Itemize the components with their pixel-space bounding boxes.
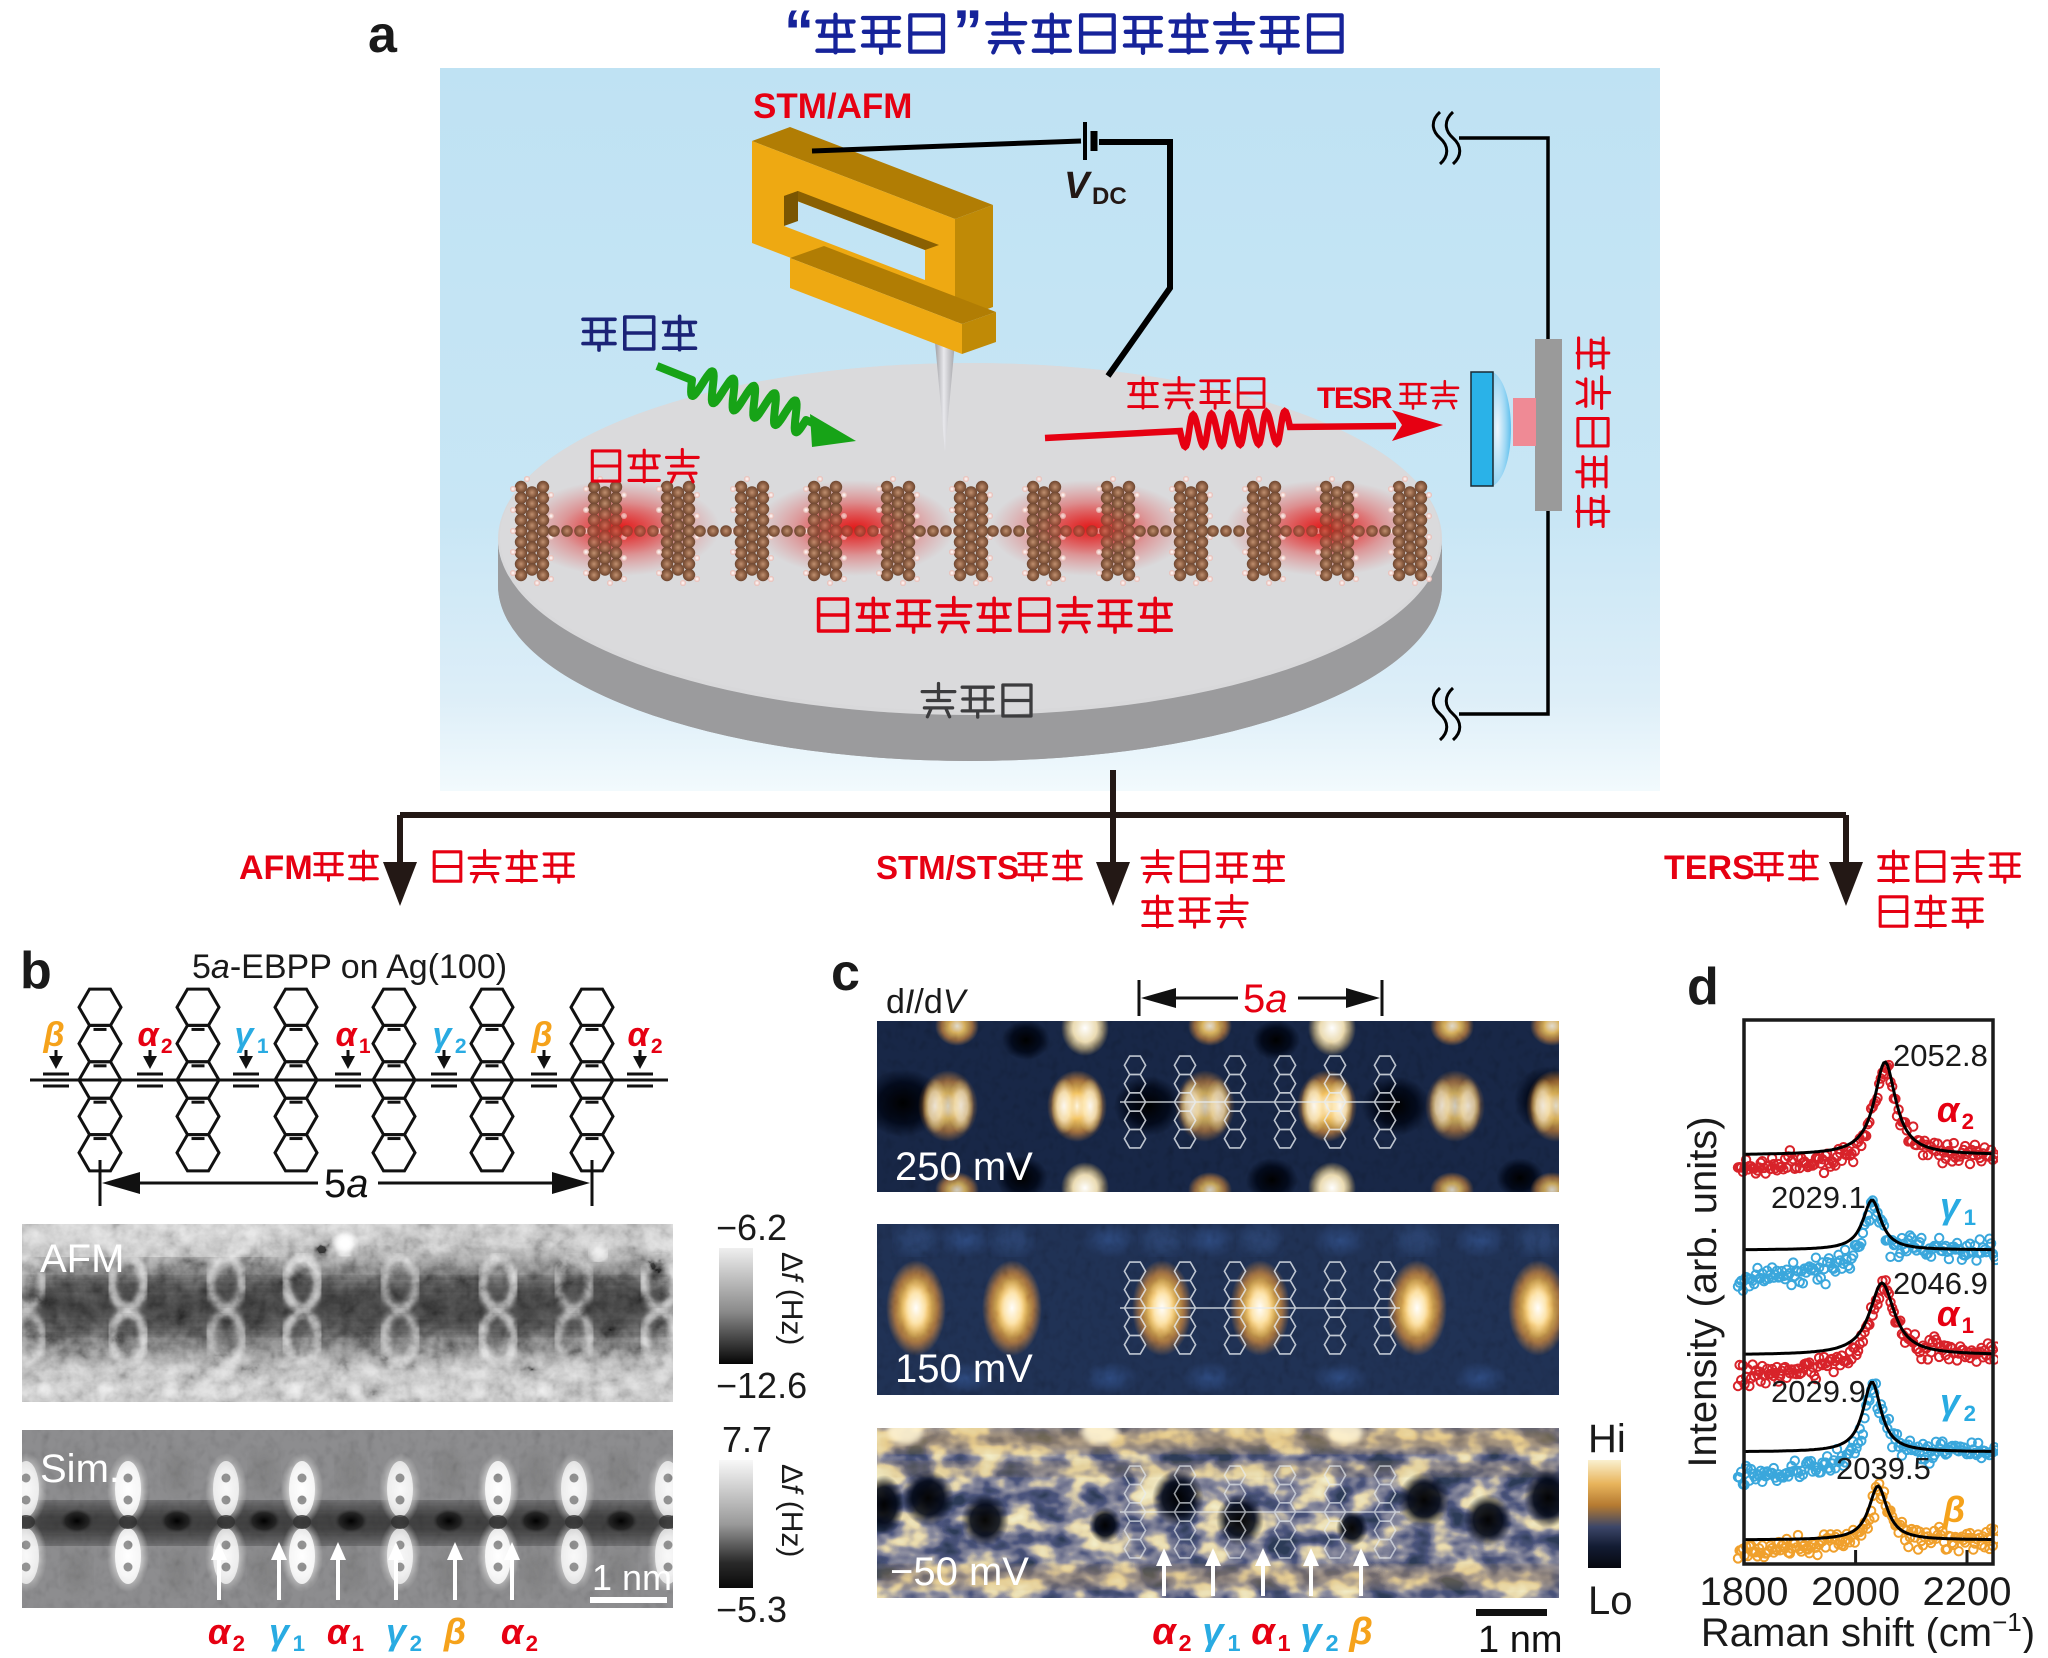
- svg-text:TERS: TERS: [1664, 849, 1755, 887]
- svg-text:Hi: Hi: [1588, 1417, 1626, 1461]
- svg-text:5a: 5a: [324, 1162, 369, 1206]
- svg-text:250 mV: 250 mV: [895, 1145, 1033, 1189]
- svg-text:2: 2: [651, 1035, 663, 1058]
- svg-text:β: β: [1348, 1611, 1373, 1653]
- svg-text:α: α: [627, 1016, 650, 1054]
- svg-text:2: 2: [161, 1035, 173, 1058]
- svg-text:2039.5: 2039.5: [1836, 1451, 1931, 1486]
- svg-text:2: 2: [455, 1035, 467, 1058]
- svg-text:Δf (Hz): Δf (Hz): [775, 1252, 808, 1345]
- svg-text:γ: γ: [235, 1016, 256, 1054]
- svg-text:γ: γ: [1940, 1381, 1962, 1422]
- svg-text:2: 2: [1178, 1630, 1191, 1653]
- svg-text:2029.9: 2029.9: [1771, 1374, 1866, 1409]
- svg-text:2: 2: [410, 1631, 422, 1653]
- svg-text:1: 1: [1964, 1205, 1976, 1230]
- svg-text:a: a: [368, 6, 398, 64]
- svg-text:2046.9: 2046.9: [1893, 1266, 1988, 1301]
- svg-text:β: β: [443, 1611, 466, 1652]
- svg-text:β: β: [42, 1016, 64, 1054]
- svg-text:V: V: [1064, 165, 1092, 207]
- svg-text:α: α: [208, 1611, 232, 1652]
- svg-text:γ: γ: [1202, 1611, 1225, 1653]
- svg-text:α: α: [1937, 1293, 1961, 1334]
- svg-text:α: α: [1152, 1611, 1177, 1653]
- svg-text:−50 mV: −50 mV: [890, 1550, 1029, 1594]
- svg-text:α: α: [327, 1611, 351, 1652]
- svg-text:2000: 2000: [1811, 1570, 1900, 1614]
- svg-text:α: α: [1251, 1611, 1276, 1653]
- svg-text:α: α: [335, 1016, 358, 1054]
- svg-text:Sim.: Sim.: [40, 1447, 120, 1491]
- svg-text:γ: γ: [269, 1611, 291, 1652]
- svg-text:1: 1: [352, 1631, 364, 1653]
- svg-text:2029.1: 2029.1: [1771, 1180, 1866, 1215]
- svg-text:7.7: 7.7: [722, 1419, 772, 1460]
- svg-text:2052.8: 2052.8: [1893, 1038, 1988, 1073]
- svg-text:dI/dV: dI/dV: [886, 983, 969, 1021]
- svg-text:β: β: [530, 1016, 552, 1054]
- svg-text:1: 1: [257, 1035, 269, 1058]
- svg-text:5a-EBPP on Ag(100): 5a-EBPP on Ag(100): [192, 948, 507, 986]
- svg-text:2200: 2200: [1923, 1570, 2012, 1614]
- svg-text:AFM: AFM: [239, 849, 313, 887]
- svg-text:1800: 1800: [1700, 1570, 1789, 1614]
- svg-text:1: 1: [1277, 1630, 1290, 1653]
- svg-text:b: b: [20, 942, 52, 1000]
- svg-text:1: 1: [293, 1631, 305, 1653]
- svg-text:2: 2: [1962, 1109, 1974, 1134]
- svg-text:Δf (Hz): Δf (Hz): [775, 1464, 808, 1557]
- svg-text:α: α: [501, 1611, 525, 1652]
- svg-text:2: 2: [1325, 1630, 1338, 1653]
- svg-text:TESR: TESR: [1317, 382, 1393, 415]
- svg-text:γ: γ: [1300, 1611, 1323, 1653]
- svg-text:2: 2: [233, 1631, 245, 1653]
- svg-text:STM/AFM: STM/AFM: [753, 87, 912, 126]
- svg-text:2: 2: [1964, 1401, 1976, 1426]
- svg-text:γ: γ: [1940, 1185, 1962, 1226]
- svg-text:Raman shift (cm−1): Raman shift (cm−1): [1701, 1607, 2035, 1653]
- svg-text:STM/STS: STM/STS: [876, 849, 1019, 886]
- svg-text:γ: γ: [386, 1611, 408, 1652]
- svg-text:−12.6: −12.6: [716, 1365, 807, 1406]
- svg-text:c: c: [831, 944, 860, 1002]
- svg-text:2: 2: [526, 1631, 538, 1653]
- svg-text:AFM: AFM: [40, 1237, 124, 1281]
- svg-text:1 nm: 1 nm: [1478, 1619, 1562, 1653]
- svg-text:1: 1: [359, 1035, 371, 1058]
- svg-text:150 mV: 150 mV: [895, 1347, 1033, 1391]
- svg-text:−6.2: −6.2: [716, 1207, 787, 1248]
- svg-text:5a: 5a: [1243, 977, 1288, 1021]
- svg-text:DC: DC: [1092, 183, 1127, 210]
- svg-text:−5.3: −5.3: [716, 1589, 787, 1630]
- svg-text:d: d: [1687, 958, 1719, 1016]
- svg-text:α: α: [1937, 1089, 1961, 1130]
- svg-text:β: β: [1942, 1489, 1965, 1530]
- svg-text:”: ”: [953, 0, 983, 65]
- svg-text:1: 1: [1962, 1313, 1974, 1338]
- svg-text:Intensity (arb. units): Intensity (arb. units): [1681, 1116, 1725, 1467]
- svg-text:γ: γ: [433, 1016, 454, 1054]
- svg-text:α: α: [137, 1016, 160, 1054]
- svg-text:1: 1: [1227, 1630, 1240, 1653]
- svg-text:1 nm: 1 nm: [592, 1557, 672, 1598]
- svg-text:“: “: [784, 0, 814, 65]
- svg-text:Lo: Lo: [1588, 1579, 1633, 1623]
